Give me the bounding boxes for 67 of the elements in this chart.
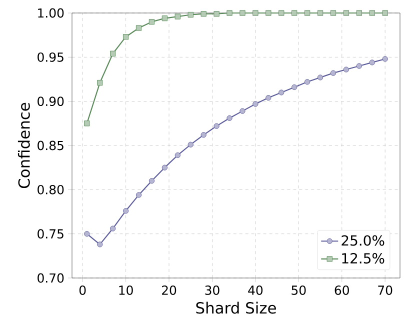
point [188,12,194,18]
x-axis-title: Shard Size [196,302,276,314]
y-tick-label: 0.70 [38,273,64,283]
point [148,178,155,184]
point [330,70,336,76]
y-tick-label: 0.90 [38,96,64,106]
point [369,60,375,66]
point [226,115,232,121]
point [97,80,103,86]
y-tick-label: 0.80 [38,184,64,194]
point [174,152,180,158]
point [136,192,142,198]
x-tick-label: 30 [205,286,220,295]
y-tick-label: 0.95 [38,52,64,62]
point [148,18,155,25]
x-tick-label: 10 [119,286,133,295]
legend-label: 12.5% [342,253,384,264]
point [382,10,388,16]
point [317,74,324,80]
y-axis-title: Confidence [18,102,30,188]
point [266,94,272,101]
legend-label: 25.0% [342,235,384,246]
x-tick-label: 20 [162,286,176,295]
point [136,25,142,31]
point [240,10,246,16]
y-tick-label: 0.85 [38,140,64,150]
point [278,90,284,96]
point [122,208,129,214]
point [84,120,90,126]
x-tick-label: 50 [292,286,306,295]
x-tick-label: 70 [378,286,392,295]
point [356,10,362,16]
point [174,14,180,20]
x-tick-label: 60 [334,286,349,295]
point [304,79,310,85]
y-tick-label: 1.00 [38,8,64,18]
point [252,101,258,107]
point [330,10,336,16]
point [162,15,168,22]
point [122,34,129,40]
point [240,108,246,114]
point [292,84,298,90]
point [226,10,232,16]
point [304,10,310,16]
point [252,10,258,16]
point [110,226,116,232]
y-tick-label: 0.75 [38,229,64,239]
point [200,11,206,17]
point [292,10,298,16]
point [162,164,168,170]
point [84,230,90,237]
point [317,10,324,16]
point [214,123,220,129]
point [188,142,194,148]
point [343,10,350,16]
point [382,56,388,62]
point [278,10,284,16]
point [214,11,220,17]
point [343,66,350,72]
point [200,132,206,138]
point [369,10,375,16]
point [97,242,103,248]
point [110,50,116,56]
point [356,63,362,69]
x-tick-label: 40 [248,286,263,295]
x-tick-label: 0 [79,286,86,295]
point [266,10,272,16]
